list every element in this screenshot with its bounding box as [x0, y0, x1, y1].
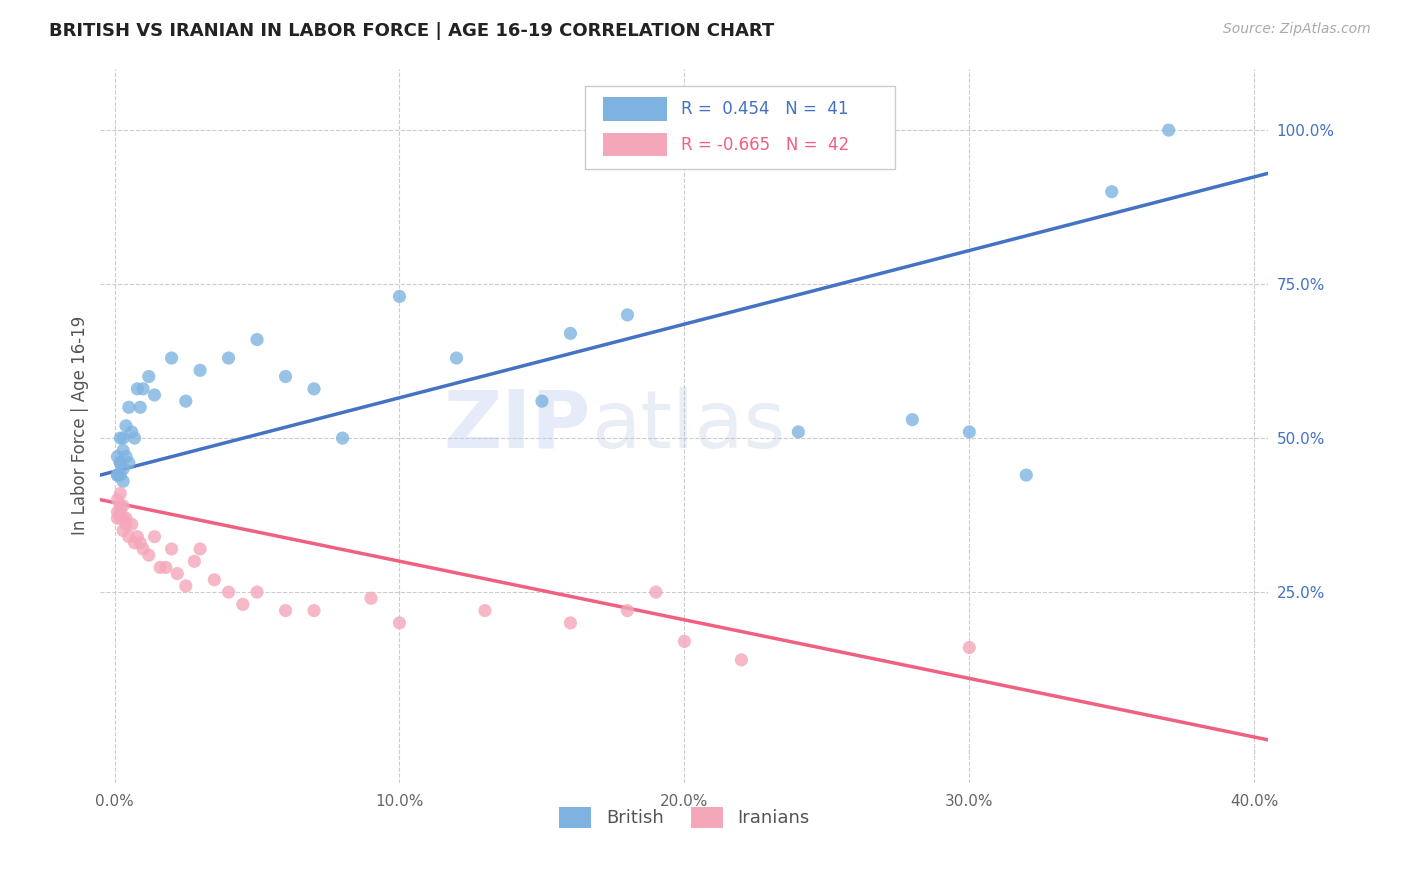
Point: [115, 511, 138, 525]
Point: [645, 585, 668, 599]
Point: [110, 486, 132, 500]
Point: [110, 468, 132, 483]
Text: R =  0.454   N =  41: R = 0.454 N = 41: [681, 100, 848, 118]
Point: [132, 541, 155, 556]
Point: [107, 511, 129, 525]
Point: [616, 604, 638, 618]
Point: [115, 517, 138, 532]
Point: [160, 351, 183, 365]
Point: [160, 541, 183, 556]
Point: [730, 653, 752, 667]
Point: [112, 499, 135, 513]
Point: [246, 585, 269, 599]
Point: [188, 541, 211, 556]
Point: [112, 443, 135, 458]
Point: [118, 456, 141, 470]
Point: [110, 505, 132, 519]
Point: [110, 499, 132, 513]
Point: [188, 363, 211, 377]
Point: [107, 450, 129, 464]
Point: [274, 369, 297, 384]
Point: [1015, 468, 1038, 483]
Point: [616, 308, 638, 322]
Point: [129, 401, 152, 415]
Point: [127, 530, 149, 544]
Point: [957, 640, 980, 655]
Point: [112, 462, 135, 476]
Point: [112, 474, 135, 488]
Point: [112, 524, 135, 538]
Point: [787, 425, 810, 439]
Point: [132, 382, 155, 396]
Point: [115, 418, 138, 433]
Point: [118, 530, 141, 544]
Point: [143, 530, 166, 544]
Point: [957, 425, 980, 439]
Point: [388, 289, 411, 303]
Point: [149, 560, 172, 574]
Point: [1157, 123, 1180, 137]
Point: [107, 468, 129, 483]
Point: [115, 450, 138, 464]
Point: [446, 351, 468, 365]
Point: [388, 615, 411, 630]
Point: [302, 382, 325, 396]
Point: [218, 351, 240, 365]
Legend: British, Iranians: British, Iranians: [551, 799, 817, 835]
Point: [138, 369, 160, 384]
Text: BRITISH VS IRANIAN IN LABOR FORCE | AGE 16-19 CORRELATION CHART: BRITISH VS IRANIAN IN LABOR FORCE | AGE …: [49, 22, 775, 40]
Point: [138, 548, 160, 562]
Point: [143, 388, 166, 402]
Point: [110, 456, 132, 470]
Point: [474, 604, 496, 618]
Point: [232, 598, 254, 612]
Point: [107, 468, 129, 483]
Point: [530, 394, 553, 409]
Text: R = -0.665   N =  42: R = -0.665 N = 42: [681, 136, 849, 154]
Point: [110, 456, 132, 470]
Point: [110, 431, 132, 445]
Point: [560, 615, 582, 630]
Point: [901, 412, 924, 426]
Point: [183, 554, 205, 568]
Point: [202, 573, 225, 587]
Point: [121, 425, 143, 439]
Point: [118, 401, 141, 415]
Point: [127, 382, 149, 396]
Point: [107, 492, 129, 507]
Point: [110, 511, 132, 525]
Point: [274, 604, 297, 618]
Point: [1101, 185, 1123, 199]
Point: [218, 585, 240, 599]
Text: Source: ZipAtlas.com: Source: ZipAtlas.com: [1223, 22, 1371, 37]
Point: [560, 326, 582, 341]
Point: [166, 566, 188, 581]
Point: [121, 517, 143, 532]
Point: [673, 634, 696, 648]
Point: [112, 431, 135, 445]
Point: [246, 333, 269, 347]
Point: [112, 511, 135, 525]
Point: [174, 579, 197, 593]
Point: [174, 394, 197, 409]
Point: [124, 536, 146, 550]
Point: [155, 560, 177, 574]
Point: [360, 591, 382, 606]
Text: ZIP: ZIP: [444, 387, 591, 465]
Bar: [603, 97, 666, 120]
Point: [107, 505, 129, 519]
FancyBboxPatch shape: [585, 87, 894, 169]
Y-axis label: In Labor Force | Age 16-19: In Labor Force | Age 16-19: [72, 316, 89, 535]
Point: [332, 431, 354, 445]
Point: [124, 431, 146, 445]
Bar: [603, 133, 666, 156]
Point: [129, 536, 152, 550]
Point: [302, 604, 325, 618]
Text: atlas: atlas: [591, 387, 786, 465]
